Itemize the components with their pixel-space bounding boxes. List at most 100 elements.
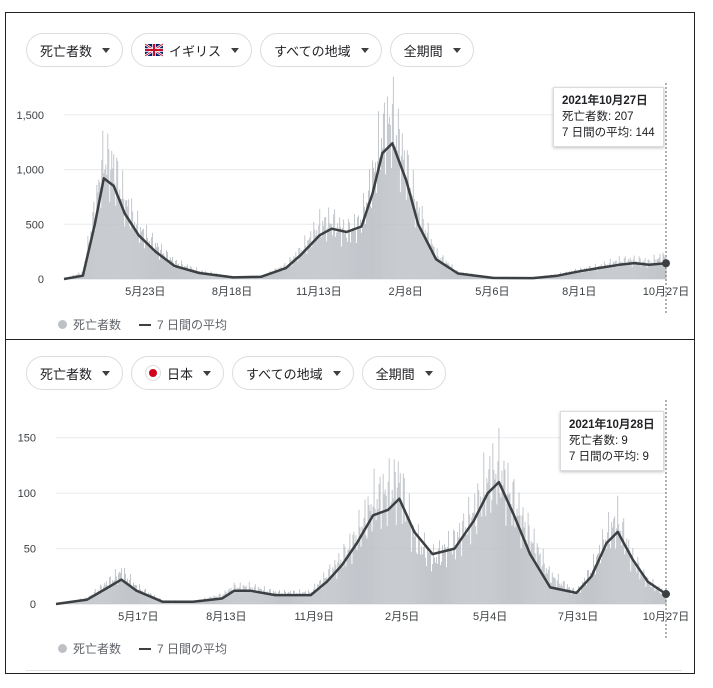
death-bar [307,240,309,279]
death-bar [609,258,611,279]
period-dropdown[interactable]: 全期間 [361,356,446,390]
deaths-chart-uk[interactable]: 0 500 1,000 1,500 5月23日 8月18日 11月13日 2月8日 5月6日 8月… [6,13,694,313]
death-bar [438,548,439,604]
death-bar [455,559,457,604]
death-bar [631,266,633,279]
death-bar [373,167,374,279]
death-bar [415,552,417,604]
region-dropdown[interactable]: すべての地域 [260,33,382,67]
death-bar [450,266,452,279]
death-bar [619,261,621,279]
death-bar [565,588,567,604]
deaths-chart-japan[interactable]: 0 50 100 150 5月17日 8月13日 11月9日 2月5日 5月4日 7月31日 10月… [6,340,694,640]
death-bar [636,262,638,279]
metric-dropdown[interactable]: 死亡者数 [26,356,124,390]
death-bar [516,508,518,604]
country-dropdown[interactable]: イギリス [131,33,253,67]
death-bar [357,217,358,279]
death-bar [387,481,389,604]
death-bar [304,592,306,604]
death-bar [379,476,381,604]
death-bar [393,148,395,279]
death-bar [278,267,280,279]
death-bar [488,469,490,604]
death-bar [531,543,533,604]
death-bar [383,493,385,604]
death-bar [564,273,565,279]
death-bar [155,597,157,604]
death-bar [116,584,118,604]
death-bar [379,169,381,279]
metric-dropdown[interactable]: 死亡者数 [26,33,124,67]
death-bar [103,173,105,279]
region-dropdown[interactable]: すべての地域 [232,356,354,390]
death-bar [350,550,352,604]
death-bar [345,566,347,604]
death-bar [572,587,574,604]
death-bar [202,273,204,279]
death-bar [321,588,323,604]
death-bar [646,576,648,604]
death-bar [639,258,641,279]
death-bar [388,117,390,279]
death-bar [366,202,367,279]
death-bar [405,511,407,604]
death-bar [577,586,579,604]
death-bar [208,274,210,279]
death-bar [105,164,107,279]
death-bar [410,551,412,604]
death-bar [595,267,597,279]
death-bar [331,223,333,279]
death-bar [460,537,462,604]
death-bar [136,585,137,604]
death-bar [575,271,577,279]
death-bar [403,150,405,279]
death-bar [411,195,413,279]
death-bar [539,553,541,604]
y-tick-label: 50 [24,544,36,556]
death-bar [465,272,467,279]
death-bar [499,493,501,604]
death-bar [343,543,345,604]
death-bar [216,596,218,604]
death-bar [662,590,664,604]
death-bar [317,239,319,279]
death-bar [115,205,117,279]
death-bar [459,523,461,604]
death-bar [413,536,415,604]
country-dropdown[interactable]: 日本 [131,356,225,390]
death-bar [392,498,394,604]
death-bar [102,586,104,604]
death-bar [148,592,150,604]
death-bar [143,593,145,604]
average-legend-line-icon [139,323,152,326]
death-bar [529,552,531,604]
x-tick-label: 7月31日 [558,611,598,623]
death-bar [478,276,480,279]
death-bar [306,253,308,279]
death-bar [169,259,170,279]
death-bar [606,548,608,604]
death-bar [354,214,355,279]
death-bar [156,247,157,279]
death-bar [643,569,645,604]
death-bar [109,576,111,604]
death-bar [482,497,484,604]
death-bar [568,273,569,279]
death-bar [517,515,519,604]
death-bar [537,546,539,604]
death-bar [135,232,137,279]
period-dropdown[interactable]: 全期間 [389,33,474,67]
death-bar [578,586,580,604]
death-bar [511,525,513,604]
death-bar [139,584,141,604]
death-bar [205,272,207,279]
death-bar [444,543,446,604]
death-bar [428,553,430,604]
death-bar [444,265,446,279]
death-bar [663,593,665,604]
death-bar [110,170,112,279]
death-bar [123,198,125,279]
death-bar [647,259,649,279]
death-bar [286,596,287,604]
